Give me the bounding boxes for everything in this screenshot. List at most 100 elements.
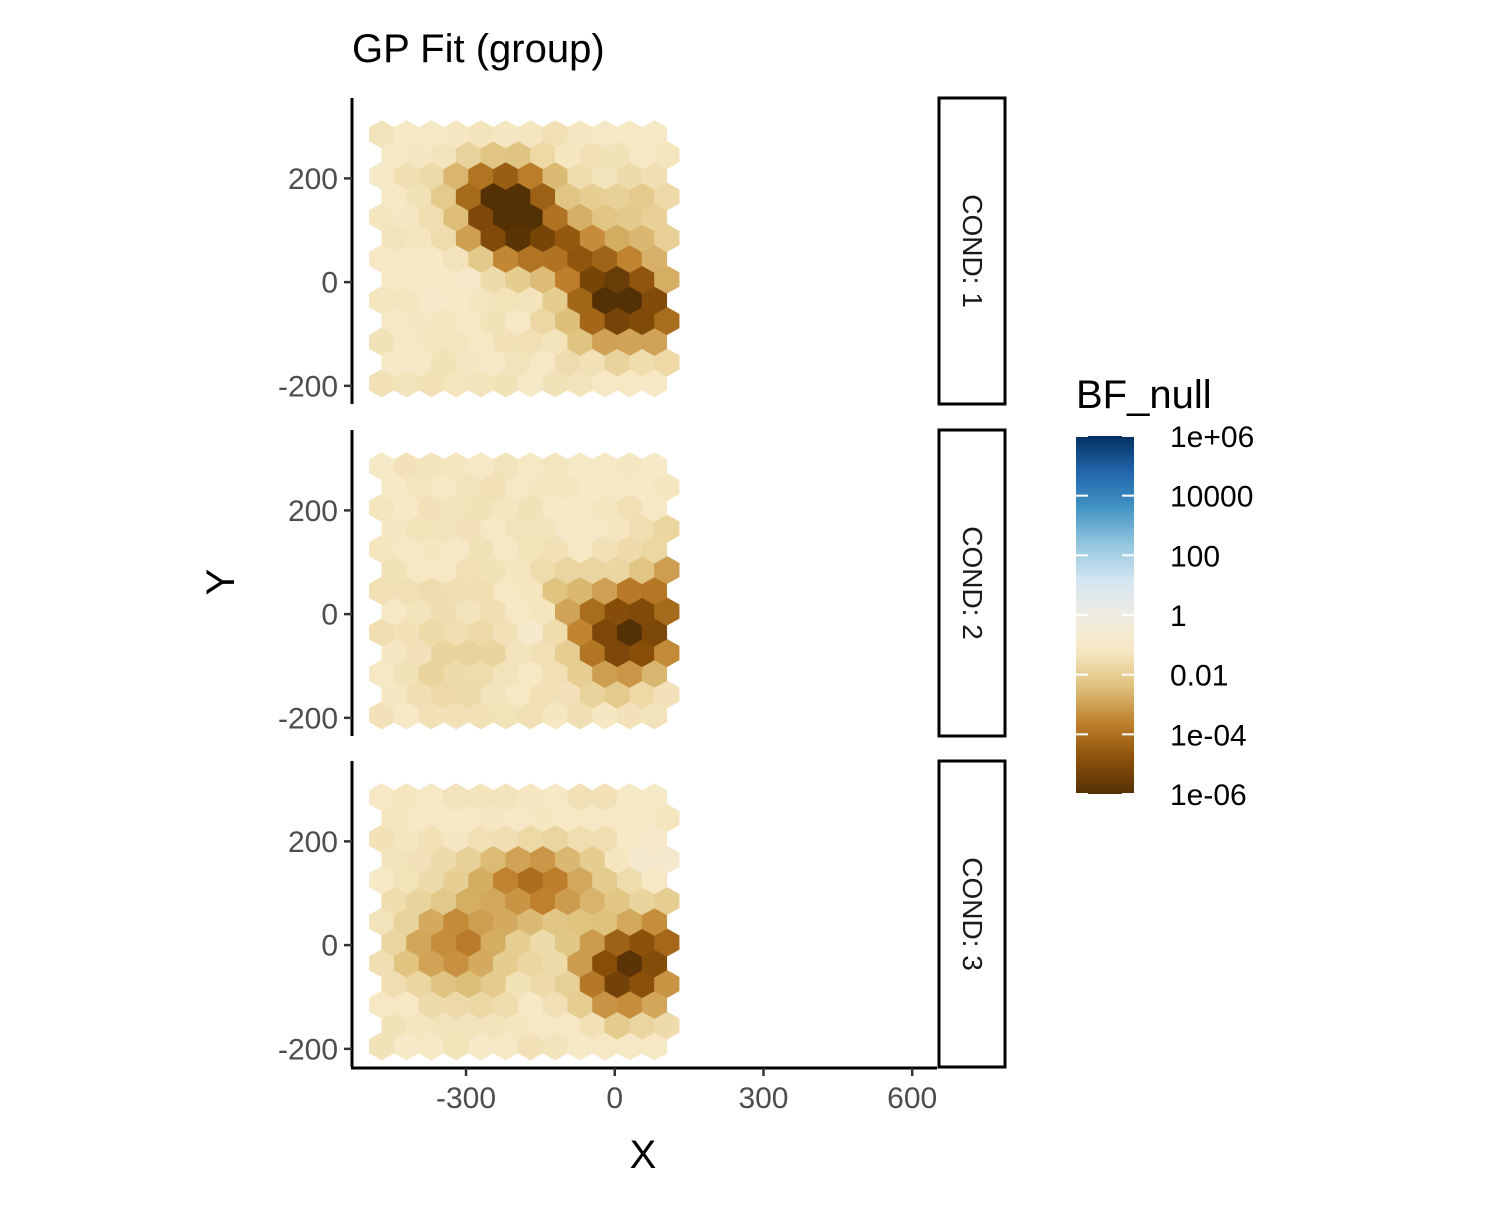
hex-cell — [530, 597, 556, 626]
hex-cell — [567, 949, 593, 978]
hex-cell — [555, 680, 581, 709]
hex-cell — [406, 555, 432, 585]
hex-cell — [493, 659, 519, 688]
hex-cell — [616, 824, 643, 853]
hex-cell — [517, 286, 544, 315]
hex-cell — [431, 306, 457, 336]
hex-cell — [505, 223, 531, 253]
hex-cell — [443, 203, 469, 232]
facet-strip — [937, 428, 1007, 738]
hex-cell — [369, 1032, 395, 1061]
hex-cell — [567, 907, 593, 936]
hex-cell — [480, 969, 506, 999]
hex-cell — [654, 223, 680, 253]
hex-cell — [455, 803, 482, 833]
hex-cell — [567, 327, 593, 356]
hex-cell — [579, 597, 606, 626]
hex-cell — [567, 659, 593, 688]
hex-cell — [616, 866, 643, 895]
hex-cell — [542, 369, 568, 398]
hex-cell — [480, 306, 506, 336]
hex-cell — [468, 452, 494, 481]
hex-cell — [530, 1011, 556, 1040]
hex-cell — [480, 1011, 506, 1040]
hex-cell — [369, 949, 395, 978]
hex-cell — [530, 223, 556, 253]
hex-cell — [517, 907, 544, 936]
hex-cell — [455, 680, 482, 709]
hex-cell — [493, 369, 519, 398]
hex-cell — [616, 535, 643, 564]
hex-cell — [443, 576, 469, 605]
hex-cell — [641, 535, 668, 564]
hex-cell — [517, 824, 544, 853]
hex-cell — [493, 535, 519, 564]
hex-cell — [406, 680, 432, 709]
hex-cell — [579, 472, 606, 502]
facet-strip-label: COND: 2 — [957, 526, 988, 640]
hex-cell — [418, 493, 444, 522]
hex-cell — [493, 327, 519, 356]
hex-cell — [604, 223, 630, 253]
hex-cell — [579, 803, 606, 833]
hex-cell — [468, 203, 494, 232]
hex-cell — [555, 555, 581, 585]
hex-cell — [406, 1011, 432, 1040]
hex-cell — [579, 306, 606, 336]
hex-cell — [406, 845, 432, 874]
colorbar-label: 1 — [1170, 600, 1187, 633]
hex-cell — [592, 659, 618, 688]
hex-cell — [493, 576, 519, 605]
hex-cell — [567, 286, 593, 315]
hex-cell — [493, 203, 519, 232]
hex-cell — [369, 866, 395, 895]
hex-cell — [530, 555, 556, 585]
hex-cell — [480, 265, 506, 294]
hex-cell — [567, 576, 593, 605]
hex-cell — [443, 244, 469, 273]
hex-cell — [418, 161, 444, 190]
hex-cell — [579, 182, 606, 211]
hex-cell — [654, 182, 680, 211]
hex-cell — [517, 244, 544, 273]
hex-cell — [381, 803, 407, 833]
hex-cell — [555, 845, 581, 874]
hex-cell — [406, 928, 432, 957]
hex-cell — [654, 265, 680, 294]
hex-cell — [629, 886, 655, 916]
hex-cell — [369, 783, 395, 812]
hex-cell — [629, 223, 655, 253]
hex-cell — [406, 348, 432, 377]
hex-cell — [493, 866, 519, 895]
hex-cell — [468, 120, 494, 149]
hex-cell — [393, 369, 420, 398]
hex-cell — [455, 969, 482, 999]
hex-cell — [381, 928, 407, 957]
hex-cell — [381, 306, 407, 336]
hex-cell — [493, 452, 519, 481]
hex-cell — [592, 535, 618, 564]
hex-cell — [579, 638, 606, 668]
hex-cell — [505, 514, 531, 543]
hex-cell — [455, 140, 482, 170]
hex-cell — [629, 306, 655, 336]
hex-cell — [480, 348, 506, 377]
hex-cell — [592, 990, 618, 1019]
hex-cell — [418, 949, 444, 978]
hex-cell — [567, 369, 593, 398]
hex-cell — [592, 452, 618, 481]
hex-cell — [418, 824, 444, 853]
hex-cell — [542, 783, 568, 812]
y-tick-label: -200 — [278, 702, 338, 735]
hex-cell — [505, 265, 531, 294]
hex-cell — [579, 555, 606, 585]
hex-cell — [604, 886, 630, 916]
hex-cell — [579, 223, 606, 253]
hex-cell — [443, 701, 469, 730]
hex-cell — [567, 990, 593, 1019]
hex-cell — [480, 223, 506, 253]
hex-cell — [455, 472, 482, 502]
hex-cell — [517, 535, 544, 564]
hex-cell — [480, 182, 506, 211]
hex-cell — [530, 928, 556, 957]
